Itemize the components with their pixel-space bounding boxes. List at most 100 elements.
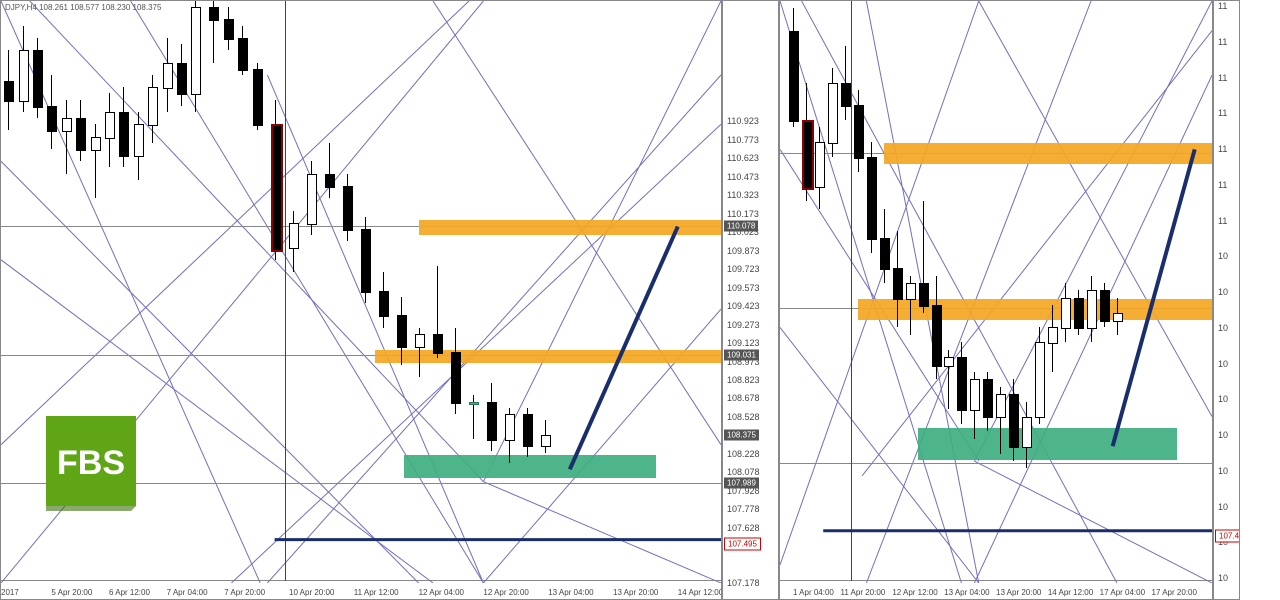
candle [932,305,942,366]
x-tick: 11 Apr 12:00 [354,588,399,597]
candle [802,120,814,191]
candle [1113,313,1123,322]
x-tick: 6 Apr 12:00 [109,588,150,597]
x-tick: 5 Apr 20:00 [51,588,92,597]
candle [1061,298,1071,330]
candle [105,112,115,139]
candle [828,83,838,144]
x-tick: 10 Apr 20:00 [289,588,334,597]
candle [224,19,234,39]
candle [523,414,533,447]
x-tick: 7 Apr 20:00 [224,588,265,597]
y-tick: 10 [1218,466,1228,476]
candle [1048,327,1058,344]
candle [134,124,144,157]
y-tick: 109.423 [727,301,760,311]
right-y-axis: 1111111111111110101010101010101010107.49… [1213,0,1240,600]
x-tick: 13 Apr 20:00 [996,588,1041,597]
y-tick: 110.173 [727,209,759,219]
candle [271,124,283,251]
candle [289,223,299,250]
y-tick: 11 [1218,216,1227,226]
candle [1035,342,1045,418]
candle [62,118,72,132]
y-tick: 10 [1218,323,1228,333]
x-tick: 17 Apr 04:00 [1100,588,1145,597]
y-tick: 109.723 [727,264,760,274]
x-tick: 2017 [1,588,19,597]
x-tick: 11 Apr 20:00 [840,588,885,597]
candle [451,352,461,403]
x-tick: 12 Apr 12:00 [892,588,937,597]
candle [944,357,954,366]
candle [325,174,335,188]
orange-zone [419,220,721,235]
candle [487,402,497,441]
candle [397,315,407,348]
red-vline [851,1,852,581]
y-tick: 110.473 [727,172,759,182]
price-badge: 108.375 [724,430,759,441]
candle [238,38,248,71]
candle [970,379,980,411]
y-tick: 108.528 [727,412,760,422]
candle [19,50,29,101]
chart-container: DJPY,H4 108.261 108.577 108.230 108.375 … [0,0,1280,600]
candle [415,334,425,348]
candle [343,186,353,231]
candle [841,83,851,107]
candle [919,283,929,307]
y-tick: 10 [1218,287,1228,297]
y-tick: 10 [1218,502,1228,512]
y-tick: 110.923 [727,116,759,126]
price-badge: 107.495 [724,537,761,550]
y-tick: 110.623 [727,153,759,163]
green-zone [404,455,656,478]
y-tick: 109.273 [727,320,760,330]
x-tick: 13 Apr 04:00 [944,588,989,597]
right-x-axis: 1 Apr 04:0011 Apr 20:0012 Apr 12:0013 Ap… [780,580,1212,599]
left-x-axis: 20175 Apr 20:006 Apr 12:007 Apr 04:007 A… [1,580,721,599]
y-tick: 11 [1218,1,1227,11]
y-tick: 10 [1218,430,1228,440]
hline [780,463,1212,464]
candle [209,7,219,21]
candle [379,291,389,318]
candle [1022,417,1032,449]
x-tick: 17 Apr 20:00 [1152,588,1197,597]
candle [505,414,515,441]
candle [469,402,479,405]
y-tick: 109.573 [727,283,760,293]
candle [893,268,903,300]
y-tick: 110.323 [727,190,759,200]
y-tick: 11 [1218,144,1227,154]
candle [76,118,86,151]
fbs-logo: FBS [46,416,141,511]
left-y-axis: 110.923110.773110.623110.473110.323110.1… [722,0,779,600]
x-tick: 12 Apr 04:00 [419,588,464,597]
candle [1074,298,1084,330]
y-tick: 10 [1218,251,1228,261]
y-tick: 10 [1218,573,1228,583]
candle [1087,290,1097,329]
y-tick: 107.778 [727,504,760,514]
candle [541,435,551,447]
candle [91,137,101,151]
right-chart-panel[interactable]: 1 Apr 04:0011 Apr 20:0012 Apr 12:0013 Ap… [779,0,1213,600]
candle [33,50,43,107]
orange-zone [375,350,721,364]
candle [906,283,916,300]
y-tick: 108.823 [727,375,760,385]
left-chart-panel[interactable]: DJPY,H4 108.261 108.577 108.230 108.375 … [0,0,722,600]
orange-zone [858,299,1212,320]
x-tick: 14 Apr 12:00 [1048,588,1093,597]
y-tick: 108.078 [727,467,760,477]
candle [867,157,877,241]
candle [119,112,129,157]
candle [148,87,158,126]
y-tick: 10 [1218,394,1228,404]
y-tick: 11 [1218,73,1227,83]
y-tick: 109.123 [727,338,760,348]
x-tick: 13 Apr 04:00 [548,588,593,597]
x-tick: 12 Apr 20:00 [483,588,528,597]
